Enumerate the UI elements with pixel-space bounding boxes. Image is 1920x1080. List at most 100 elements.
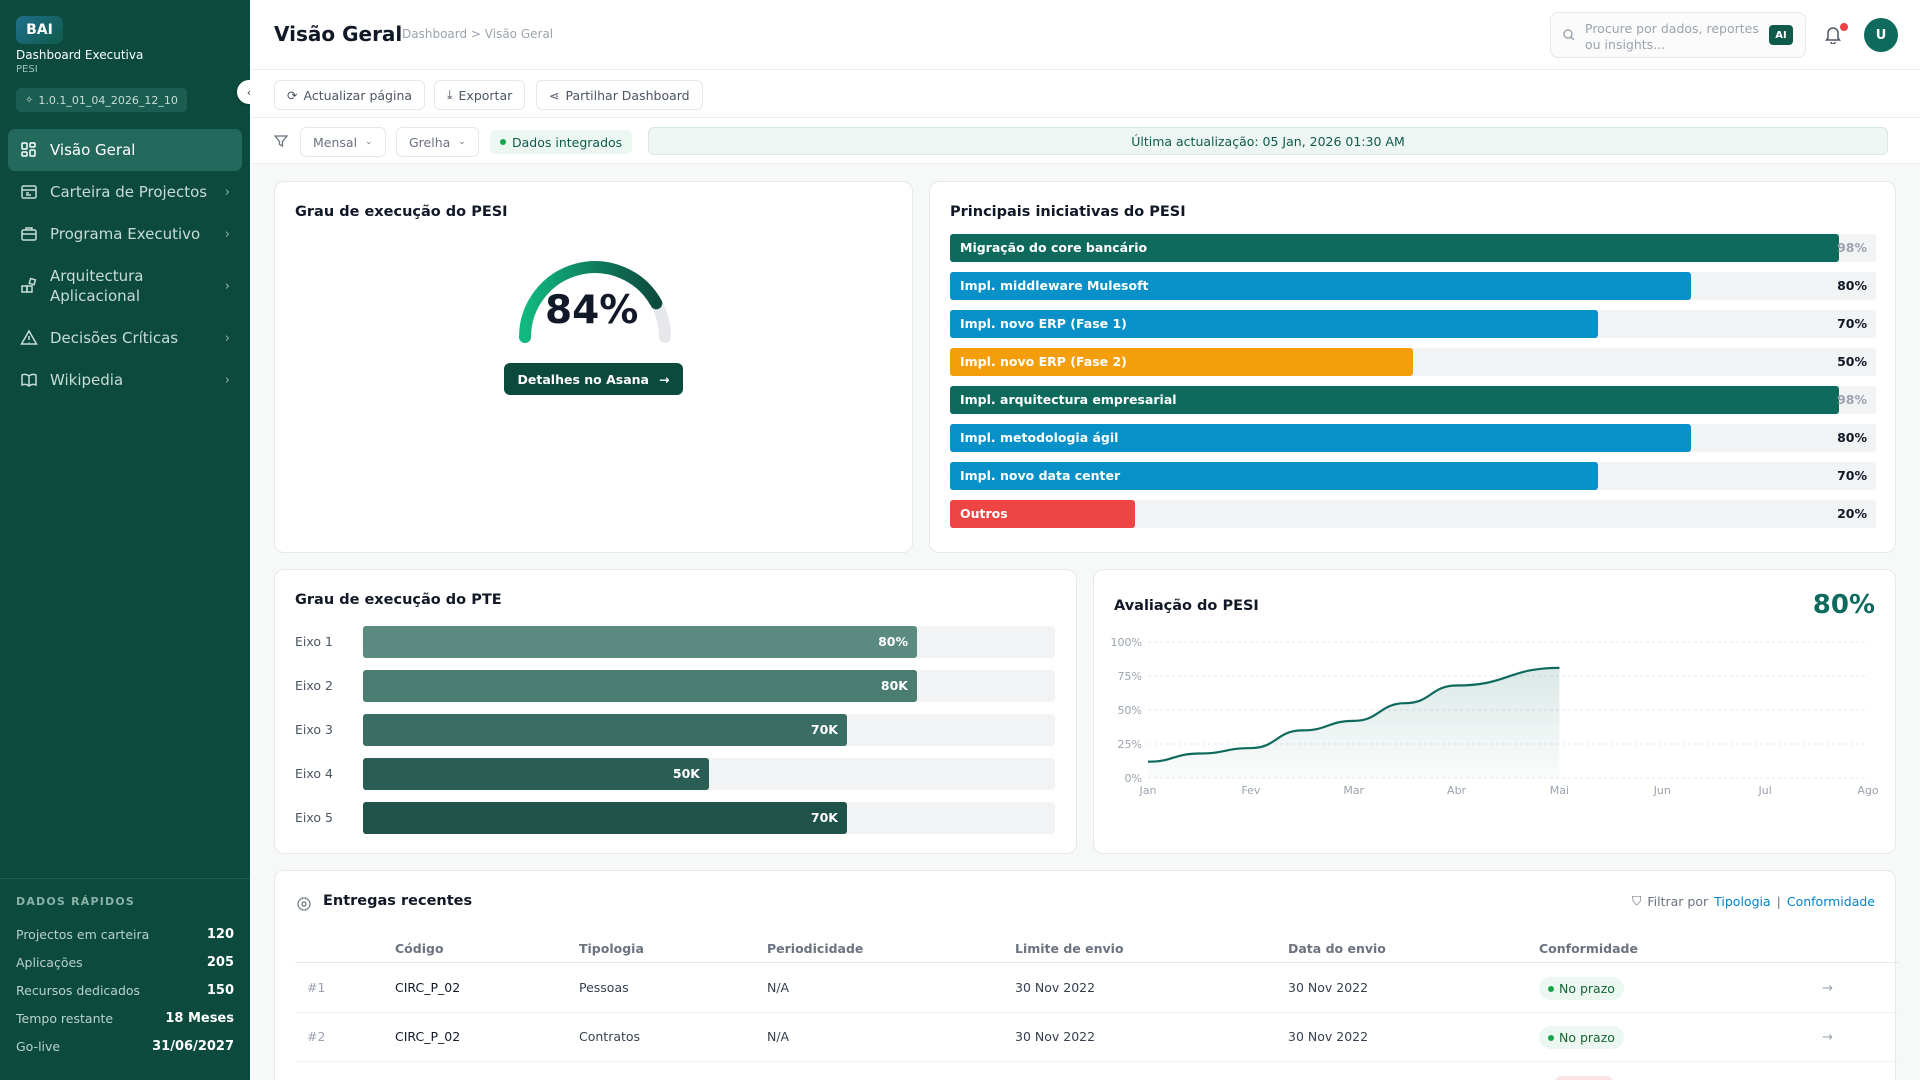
x-tick-label: Fev bbox=[1241, 784, 1260, 797]
avatar[interactable]: U bbox=[1864, 18, 1898, 52]
quick-row-label: Tempo restante bbox=[16, 1010, 114, 1026]
status-badge bbox=[1555, 1076, 1613, 1080]
view-value: Grelha bbox=[409, 134, 451, 150]
pte-row[interactable]: Eixo 4 50K bbox=[295, 758, 1055, 790]
x-tick-label: Jul bbox=[1758, 784, 1772, 797]
pte-row[interactable]: Eixo 2 80K bbox=[295, 670, 1055, 702]
row-limit: 30 Nov 2022 bbox=[1015, 980, 1096, 995]
sidebar-item-programa[interactable]: Programa Executivo › bbox=[8, 213, 242, 255]
quick-row-value: 150 bbox=[206, 982, 234, 998]
page-title: Visão Geral bbox=[274, 22, 403, 46]
initiative-bar[interactable]: Impl. novo ERP (Fase 1) 70% bbox=[950, 310, 1876, 338]
table-row[interactable]: #1 CIRC_P_02 Pessoas N/A 30 Nov 2022 30 … bbox=[295, 964, 1899, 1013]
arrow-right-icon[interactable]: → bbox=[1822, 981, 1833, 996]
column-header[interactable]: Data do envio bbox=[1288, 941, 1386, 956]
evaluation-area-chart: 100% 75% 50% 25% 0%Jan Fev Mar Abr Mai Jun Jul Ago bbox=[1111, 636, 1879, 797]
initiative-label: Impl. novo data center bbox=[960, 468, 1121, 483]
pesi-gauge-card: Grau de execução do PESI 84% Detalhes no… bbox=[274, 181, 913, 553]
search-box[interactable]: Procure por dados, reportes ou insights.… bbox=[1550, 12, 1806, 58]
refresh-icon: ⟳ bbox=[287, 87, 298, 103]
action-bar: ⟳ Actualizar página ⤓ Exportar ⋖ Partilhar … bbox=[250, 70, 1920, 118]
bell-icon[interactable] bbox=[1824, 24, 1842, 44]
initiative-percent: 98% bbox=[1837, 392, 1867, 407]
filter-label: Filtrar por bbox=[1647, 893, 1709, 909]
series-line bbox=[1147, 666, 1560, 763]
sidebar-item-carteira[interactable]: Carteira de Projectos › bbox=[8, 171, 242, 213]
search-input[interactable]: Procure por dados, reportes ou insights.… bbox=[1585, 21, 1759, 52]
share-button[interactable]: ⋖ Partilhar Dashboard bbox=[536, 80, 703, 110]
initiative-bar[interactable]: Migração do core bancário 98% bbox=[950, 234, 1876, 262]
x-tick-label: Ago bbox=[1857, 784, 1879, 797]
refresh-button[interactable]: ⟳ Actualizar página bbox=[274, 80, 426, 110]
pte-row[interactable]: Eixo 5 70K bbox=[295, 802, 1055, 834]
last-update-banner: Última actualização: 05 Jan, 2026 01:30 … bbox=[648, 127, 1888, 155]
chevron-right-icon: › bbox=[224, 278, 230, 294]
card-title: Principais iniciativas do PESI bbox=[950, 204, 1186, 220]
pte-card: Grau de execução do PTE Eixo 1 80% Eixo 2 8… bbox=[274, 569, 1077, 854]
brand-logo[interactable]: BAI bbox=[16, 16, 63, 44]
briefcase-icon bbox=[21, 227, 37, 241]
period-select[interactable]: Mensal ⌄ bbox=[300, 127, 386, 157]
pte-fill: 50K bbox=[363, 758, 709, 790]
gauge-value: 84% bbox=[545, 288, 639, 333]
quick-row: Tempo restante 18 Meses bbox=[16, 1004, 234, 1032]
pte-track: 70K bbox=[363, 714, 1055, 746]
version-badge: ✧ 1.0.1_01_04_2026_12_10 bbox=[16, 88, 187, 112]
pte-fill: 70K bbox=[363, 714, 847, 746]
filter-tipologia-link[interactable]: Tipologia bbox=[1714, 893, 1771, 909]
table-row[interactable]: #2 CIRC_P_02 Contratos N/A 30 Nov 2022 3… bbox=[295, 1013, 1899, 1062]
sidebar-item-arquitectura[interactable]: Arquitectura Aplicacional › bbox=[8, 255, 242, 317]
x-tick-label: Mar bbox=[1343, 784, 1364, 797]
pte-row-label: Eixo 2 bbox=[295, 678, 333, 693]
x-tick-label: Jun bbox=[1653, 784, 1671, 797]
filter-icon[interactable] bbox=[274, 134, 288, 148]
x-tick-label: Abr bbox=[1447, 784, 1467, 797]
initiative-bar[interactable]: Outros 20% bbox=[950, 500, 1876, 528]
breadcrumb: Dashboard > Visão Geral bbox=[402, 27, 554, 41]
column-header[interactable]: Limite de envio bbox=[1015, 941, 1124, 956]
blocks-icon bbox=[21, 277, 37, 293]
column-header[interactable]: Periodicidade bbox=[767, 941, 864, 956]
initiative-label: Outros bbox=[960, 506, 1008, 521]
grid-icon bbox=[21, 142, 36, 157]
arrow-right-icon[interactable]: → bbox=[1822, 1030, 1833, 1045]
row-sent: 30 Nov 2022 bbox=[1288, 980, 1369, 995]
pte-value-label: 50K bbox=[672, 766, 700, 781]
initiative-percent: 98% bbox=[1837, 240, 1867, 255]
quick-row: Go-live 31/06/2027 bbox=[16, 1032, 234, 1060]
asana-button-label: Detalhes no Asana bbox=[517, 371, 649, 387]
initiative-bar[interactable]: Impl. middleware Mulesoft 80% bbox=[950, 272, 1876, 300]
column-header[interactable]: Tipologia bbox=[579, 941, 644, 956]
filter-bar: Mensal ⌄ Grelha ⌄ Dados integrados Última … bbox=[250, 118, 1920, 164]
pte-fill: 70K bbox=[363, 802, 847, 834]
chevron-left-icon: ‹ bbox=[246, 85, 252, 99]
sidebar-item-label: Programa Executivo bbox=[50, 225, 201, 243]
y-tick-label: 100% bbox=[1111, 636, 1142, 649]
column-header[interactable]: Código bbox=[395, 941, 444, 956]
pte-value-label: 80% bbox=[878, 634, 908, 649]
column-header[interactable]: Conformidade bbox=[1539, 941, 1638, 956]
asana-details-button[interactable]: Detalhes no Asana → bbox=[504, 363, 683, 395]
pte-row[interactable]: Eixo 1 80% bbox=[295, 626, 1055, 658]
pte-row-label: Eixo 3 bbox=[295, 722, 333, 737]
initiative-bar[interactable]: Impl. novo data center 70% bbox=[950, 462, 1876, 490]
initiative-bar[interactable]: Impl. novo ERP (Fase 2) 50% bbox=[950, 348, 1876, 376]
filter-conformidade-link[interactable]: Conformidade bbox=[1786, 893, 1875, 909]
sidebar-item-decisoes[interactable]: Decisões Críticas › bbox=[8, 317, 242, 359]
quick-row: Recursos dedicados 150 bbox=[16, 976, 234, 1004]
sidebar-item-wikipedia[interactable]: Wikipedia › bbox=[8, 359, 242, 401]
initiative-percent: 80% bbox=[1837, 430, 1867, 445]
initiative-fill bbox=[950, 386, 1839, 414]
sidebar-item-visao-geral[interactable]: Visão Geral bbox=[8, 129, 242, 171]
export-button[interactable]: ⤓ Exportar bbox=[434, 80, 526, 110]
initiative-fill bbox=[950, 310, 1598, 338]
initiative-bar[interactable]: Impl. arquitectura empresarial 98% bbox=[950, 386, 1876, 414]
view-select[interactable]: Grelha ⌄ bbox=[396, 127, 479, 157]
ai-button[interactable]: AI bbox=[1769, 25, 1793, 45]
y-tick-label: 25% bbox=[1118, 738, 1142, 751]
share-icon: ⋖ bbox=[549, 87, 560, 103]
initiative-bar[interactable]: Impl. metodologia ágil 80% bbox=[950, 424, 1876, 452]
pte-fill: 80% bbox=[363, 626, 917, 658]
quick-row-label: Go-live bbox=[16, 1038, 61, 1054]
pte-row[interactable]: Eixo 3 70K bbox=[295, 714, 1055, 746]
